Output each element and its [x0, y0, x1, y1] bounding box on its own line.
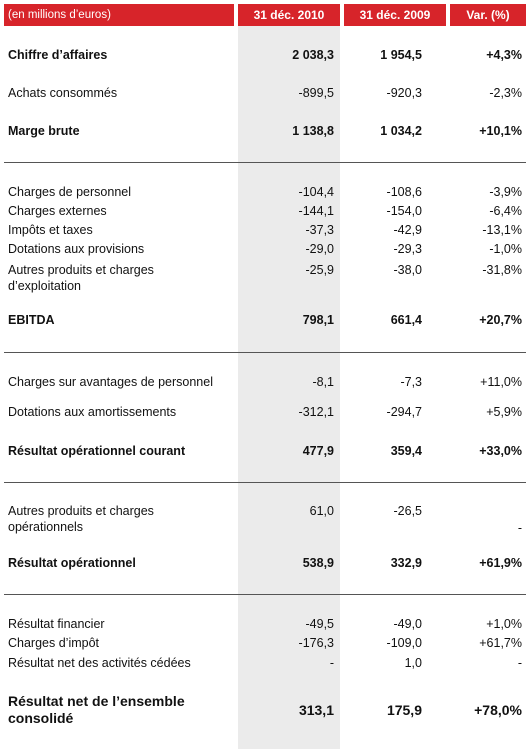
value-2009: 661,4	[390, 313, 422, 327]
value-variation: +61,7%	[479, 636, 522, 650]
section-divider	[4, 352, 526, 353]
value-variation: -3,9%	[489, 185, 522, 199]
value-2010: -25,9	[305, 263, 335, 277]
row-label: Résultat net des activités cédées	[8, 656, 191, 670]
header-2010: 31 déc. 2010	[238, 4, 340, 26]
value-2010: 61,0	[309, 504, 334, 518]
row-label: Impôts et taxes	[8, 223, 93, 237]
unit-caption: (en millions d’euros)	[4, 4, 234, 26]
value-variation: -31,8%	[482, 263, 522, 277]
value-2010: 1 138,8	[292, 124, 334, 138]
row-label: Charges externes	[8, 204, 107, 218]
column-2010-shading	[238, 26, 340, 749]
value-2009: 359,4	[390, 444, 422, 458]
value-2009: 1 954,5	[380, 48, 422, 62]
value-2010: -899,5	[298, 86, 334, 100]
value-variation: +61,9%	[479, 556, 522, 570]
header-2009: 31 déc. 2009	[344, 4, 446, 26]
value-2009: 175,9	[386, 702, 422, 718]
row-label: Dotations aux amortissements	[8, 405, 177, 419]
value-2009: -7,3	[400, 375, 422, 389]
row-label: Résultat opérationnel	[8, 556, 136, 570]
value-2010: -312,1	[298, 405, 334, 419]
value-variation: +4,3%	[486, 48, 522, 62]
section-divider	[4, 594, 526, 595]
value-variation: +1,0%	[486, 617, 522, 631]
value-variation: +5,9%	[486, 405, 522, 419]
value-2010: 798,1	[302, 313, 334, 327]
value-2009: -26,5	[393, 504, 423, 518]
table-header: (en millions d’euros) 31 déc. 2010 31 dé…	[4, 4, 526, 26]
value-2009: -109,0	[386, 636, 422, 650]
value-2010: -	[329, 656, 334, 670]
value-variation: +20,7%	[479, 313, 522, 327]
value-2009: -49,0	[393, 617, 423, 631]
value-2009: -920,3	[386, 86, 422, 100]
value-variation: -6,4%	[489, 204, 522, 218]
row-label: Résultat net de l’ensemble consolidé	[8, 693, 185, 726]
value-2010: 313,1	[298, 702, 334, 718]
value-2009: 1,0	[404, 656, 422, 670]
value-2010: 2 038,3	[292, 48, 334, 62]
value-2010: -8,1	[312, 375, 334, 389]
row-label: Achats consommés	[8, 86, 118, 100]
value-variation: +33,0%	[479, 444, 522, 458]
value-2009: -38,0	[393, 263, 423, 277]
row-label: Chiffre d’affaires	[8, 48, 108, 62]
value-2010: -144,1	[298, 204, 334, 218]
value-2009: -108,6	[386, 185, 422, 199]
value-2010: -104,4	[298, 185, 334, 199]
section-divider	[4, 162, 526, 163]
value-2009: 1 034,2	[380, 124, 422, 138]
value-2010: 538,9	[302, 556, 334, 570]
value-2010: 477,9	[302, 444, 334, 458]
value-variation: -2,3%	[489, 86, 522, 100]
value-2009: 332,9	[390, 556, 422, 570]
value-2009: -154,0	[386, 204, 422, 218]
value-variation: -	[517, 656, 522, 670]
value-variation: -1,0%	[489, 242, 522, 256]
value-2010: -49,5	[305, 617, 335, 631]
row-label: Autres produits et charges opérationnels	[8, 504, 154, 534]
row-label: Résultat opérationnel courant	[8, 444, 186, 458]
section-divider	[4, 482, 526, 483]
value-2010: -37,3	[305, 223, 335, 237]
row-label: Marge brute	[8, 124, 80, 138]
row-label: Charges sur avantages de personnel	[8, 375, 213, 389]
row-label: Charges de personnel	[8, 185, 131, 199]
header-variation: Var. (%)	[450, 4, 526, 26]
value-2010: -29,0	[305, 242, 335, 256]
income-statement-table: (en millions d’euros) 31 déc. 2010 31 dé…	[4, 4, 526, 749]
value-2009: -294,7	[386, 405, 422, 419]
value-variation: +10,1%	[479, 124, 522, 138]
value-2009: -42,9	[393, 223, 423, 237]
row-label: Dotations aux provisions	[8, 242, 145, 256]
value-2009: -29,3	[393, 242, 423, 256]
row-label: Autres produits et charges d’exploitatio…	[8, 263, 154, 293]
value-variation: -13,1%	[482, 223, 522, 237]
value-2010: -176,3	[298, 636, 334, 650]
value-variation: -	[517, 521, 522, 535]
value-variation: +11,0%	[480, 375, 522, 389]
row-label: EBITDA	[8, 313, 55, 327]
row-label: Charges d’impôt	[8, 636, 100, 650]
value-variation: +78,0%	[474, 702, 522, 718]
row-label: Résultat financier	[8, 617, 105, 631]
